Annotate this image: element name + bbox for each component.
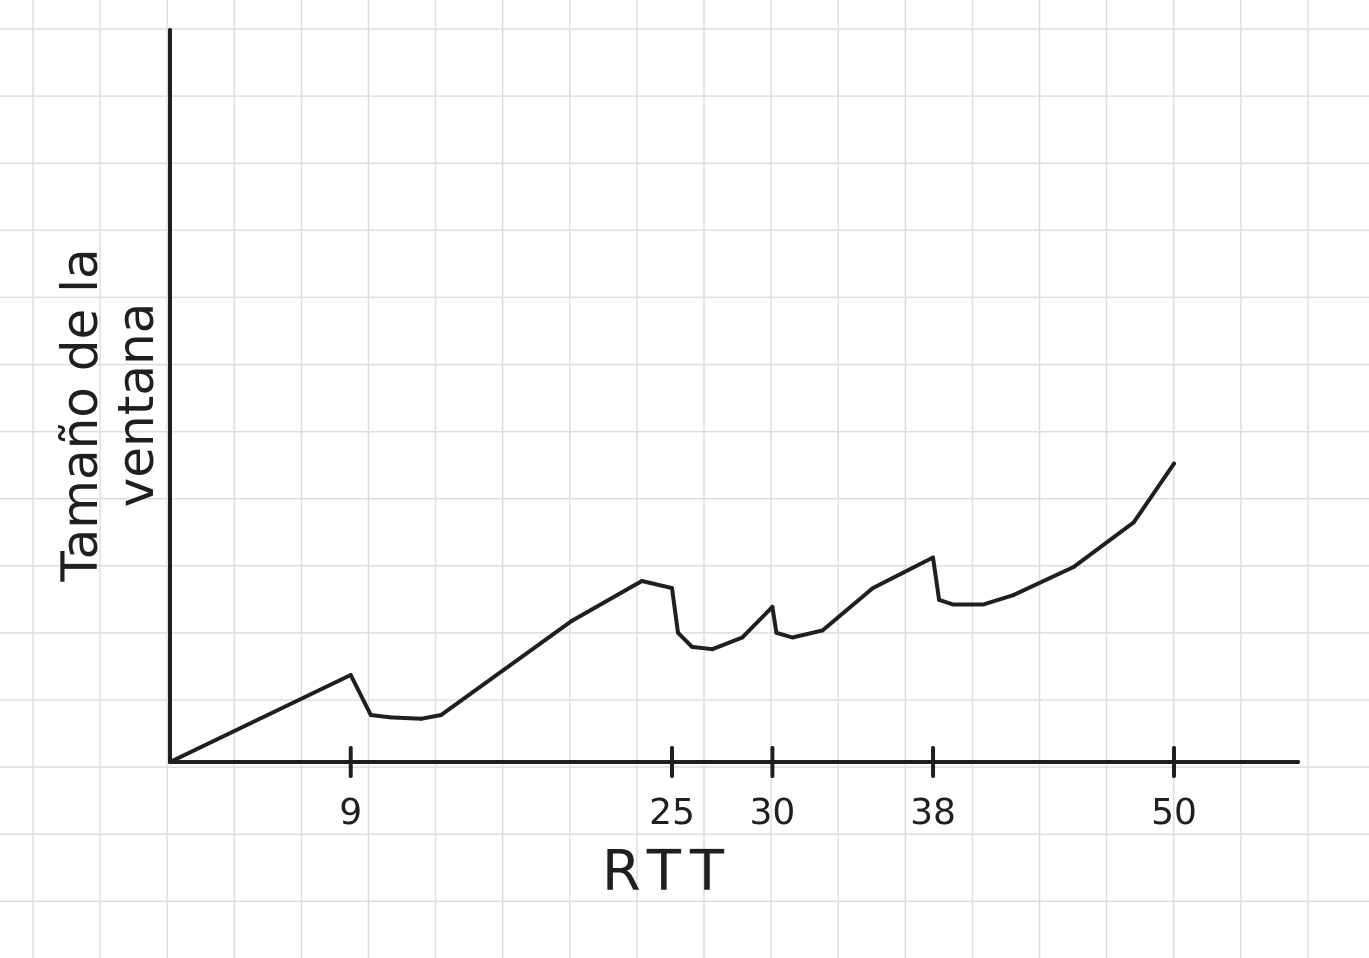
- series-point: [951, 602, 956, 607]
- series-point: [690, 644, 695, 649]
- series-point: [931, 555, 935, 560]
- series-point: [569, 619, 574, 623]
- series-point: [937, 597, 942, 602]
- x-tick-label: 50: [1151, 792, 1197, 833]
- series-point: [790, 635, 795, 640]
- series-point: [1131, 520, 1136, 525]
- series-point: [368, 713, 373, 717]
- series-point: [1011, 593, 1016, 598]
- series-point: [670, 586, 674, 591]
- x-tick-label: 30: [749, 792, 795, 833]
- series-point: [981, 602, 986, 607]
- series-point: [820, 628, 825, 633]
- series-point: [439, 713, 444, 717]
- series-point: [676, 630, 680, 635]
- series-point: [770, 604, 775, 609]
- series-point: [774, 630, 779, 635]
- x-axis-title: RTT: [602, 839, 734, 904]
- series-point: [639, 579, 644, 583]
- series-point: [348, 673, 353, 677]
- series-line: [168, 461, 1176, 764]
- y-axis-title-line-2: ventana: [107, 303, 165, 508]
- series-point: [740, 635, 745, 640]
- axes: [168, 28, 1300, 764]
- x-tick-label: 9: [339, 792, 362, 833]
- y-axis-title-line-1: Tamaño de la: [51, 248, 109, 582]
- series-group: [168, 461, 1176, 764]
- y-axis-title: Tamaño de la ventana: [51, 248, 165, 582]
- series-point: [168, 760, 172, 764]
- series-point: [1172, 461, 1176, 466]
- series-point: [388, 715, 393, 720]
- series-point: [419, 716, 423, 721]
- x-axis-ticks: 9 25 30 38 50: [339, 746, 1197, 833]
- x-tick-label: 25: [649, 792, 695, 833]
- series-point: [870, 586, 875, 591]
- series-point: [710, 647, 715, 652]
- x-tick-label: 38: [910, 792, 956, 833]
- series-point: [1071, 565, 1076, 569]
